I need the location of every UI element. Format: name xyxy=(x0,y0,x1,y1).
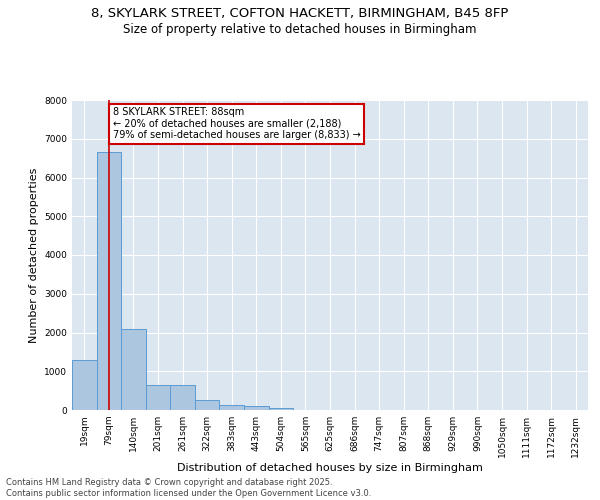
Y-axis label: Number of detached properties: Number of detached properties xyxy=(29,168,38,342)
Text: 8 SKYLARK STREET: 88sqm
← 20% of detached houses are smaller (2,188)
79% of semi: 8 SKYLARK STREET: 88sqm ← 20% of detache… xyxy=(113,107,360,140)
Bar xyxy=(269,408,293,410)
Bar xyxy=(72,360,97,410)
Bar xyxy=(220,405,244,410)
Bar xyxy=(195,400,220,410)
Text: Size of property relative to detached houses in Birmingham: Size of property relative to detached ho… xyxy=(123,22,477,36)
Bar xyxy=(244,406,269,410)
Bar xyxy=(146,385,170,410)
Text: 8, SKYLARK STREET, COFTON HACKETT, BIRMINGHAM, B45 8FP: 8, SKYLARK STREET, COFTON HACKETT, BIRMI… xyxy=(91,8,509,20)
Bar xyxy=(170,385,195,410)
Bar xyxy=(97,152,121,410)
X-axis label: Distribution of detached houses by size in Birmingham: Distribution of detached houses by size … xyxy=(177,462,483,472)
Bar xyxy=(121,328,146,410)
Text: Contains HM Land Registry data © Crown copyright and database right 2025.
Contai: Contains HM Land Registry data © Crown c… xyxy=(6,478,371,498)
